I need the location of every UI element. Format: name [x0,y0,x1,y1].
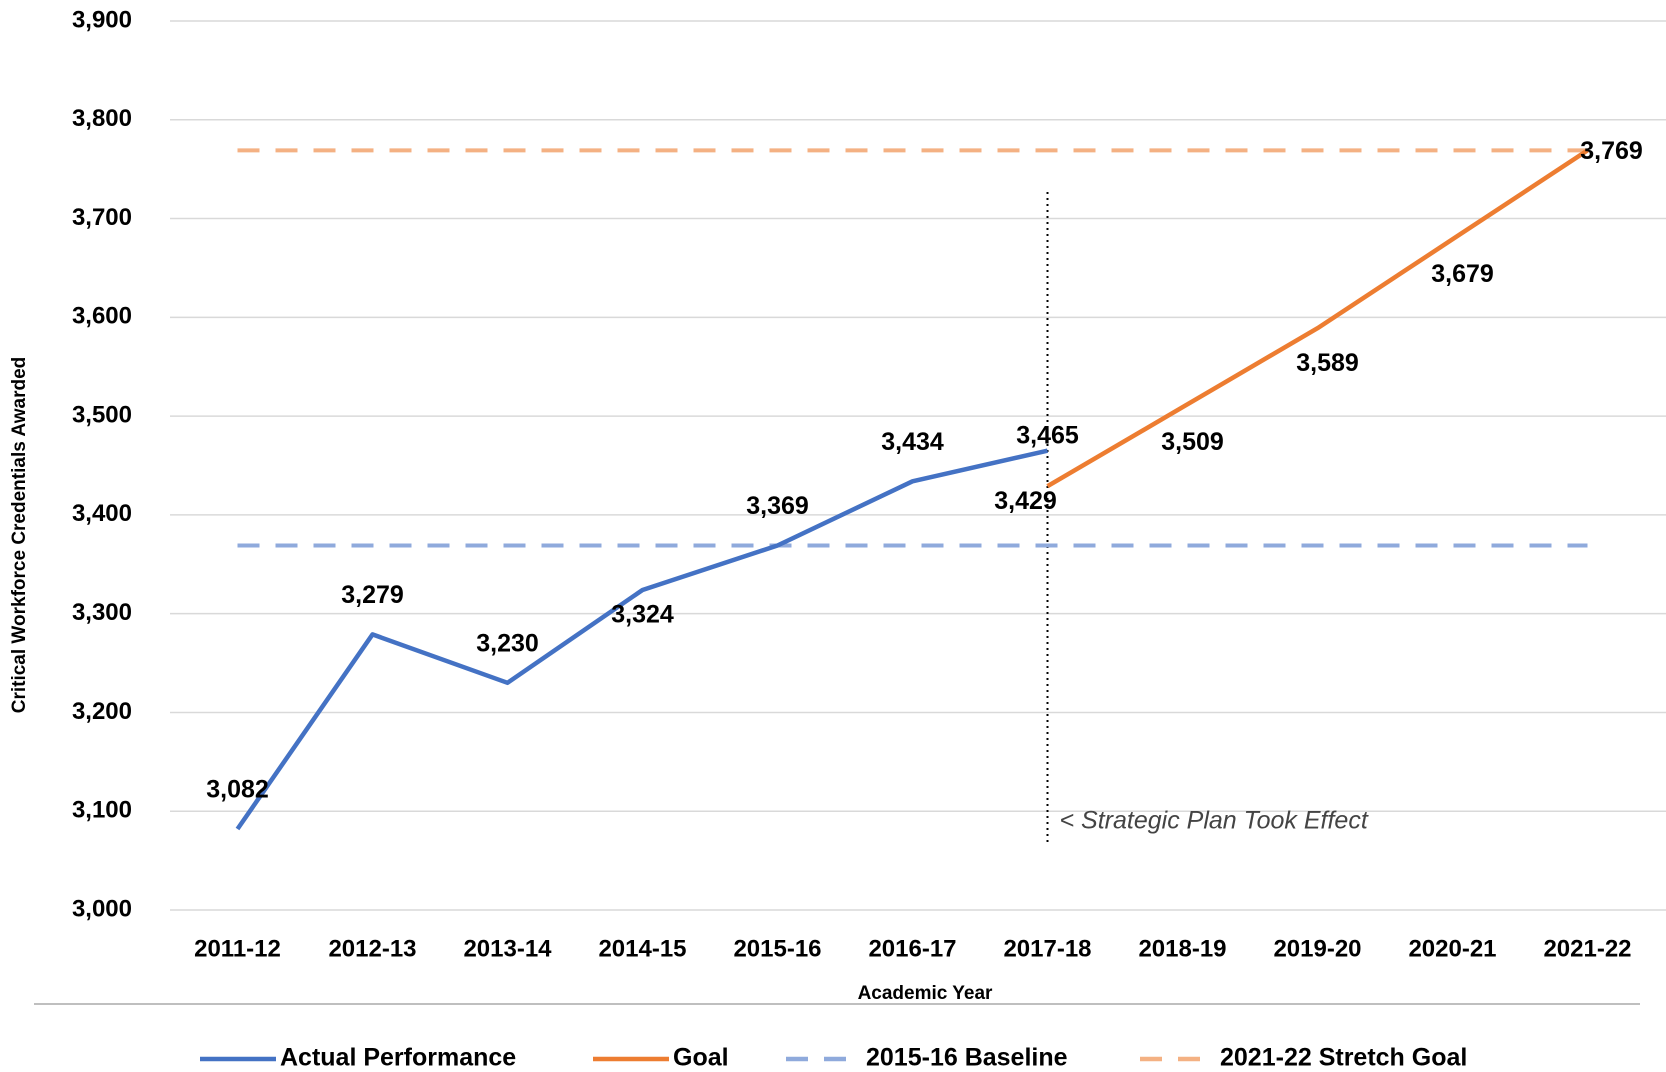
x-tick-label: 2021-22 [1543,935,1631,962]
x-tick-label: 2016-17 [868,935,956,962]
y-tick-label: 3,700 [72,204,132,231]
y-tick-label: 3,300 [72,599,132,626]
x-tick-label: 2013-14 [463,935,552,962]
series-line [1046,148,1589,489]
y-tick-label: 3,500 [72,401,132,428]
data-label: 3,589 [1296,349,1359,377]
data-label: 3,369 [746,492,809,520]
series-line [235,448,1048,831]
data-label: 3,279 [341,581,404,609]
data-label: 3,230 [476,629,539,657]
x-tick-label: 2019-20 [1273,935,1361,962]
x-tick-label: 2012-13 [328,935,416,962]
x-tick-label: 2014-15 [598,935,686,962]
legend-label: Actual Performance [280,1044,516,1072]
data-label: 3,324 [611,601,674,629]
data-label: 3,429 [994,487,1057,515]
x-tick-label: 2020-21 [1408,935,1496,962]
legend-label: 2015-16 Baseline [866,1044,1068,1072]
y-tick-label: 3,200 [72,698,132,725]
y-tick-label: 3,600 [72,303,132,330]
y-tick-label: 3,000 [72,895,132,922]
legend-label: Goal [673,1044,729,1072]
x-tick-label: 2015-16 [733,935,821,962]
y-tick-label: 3,800 [72,105,132,132]
annotation: < Strategic Plan Took Effect [1060,807,1369,835]
y-tick-label: 3,900 [72,6,132,33]
data-label: 3,679 [1431,260,1494,288]
data-label: 3,434 [881,428,944,456]
x-tick-label: 2017-18 [1003,935,1091,962]
x-axis-title: Academic Year [858,983,993,1004]
data-label: 3,082 [206,776,269,804]
y-tick-label: 3,400 [72,500,132,527]
legend-label: 2021-22 Stretch Goal [1220,1044,1467,1072]
x-tick-label: 2011-12 [194,935,281,962]
data-label: 3,465 [1016,421,1079,449]
y-tick-label: 3,100 [72,797,132,824]
data-label: 3,769 [1580,137,1643,165]
x-tick-label: 2018-19 [1138,935,1226,962]
y-axis-title: Critical Workforce Credentials Awarded [9,357,30,714]
data-label: 3,509 [1161,428,1224,456]
